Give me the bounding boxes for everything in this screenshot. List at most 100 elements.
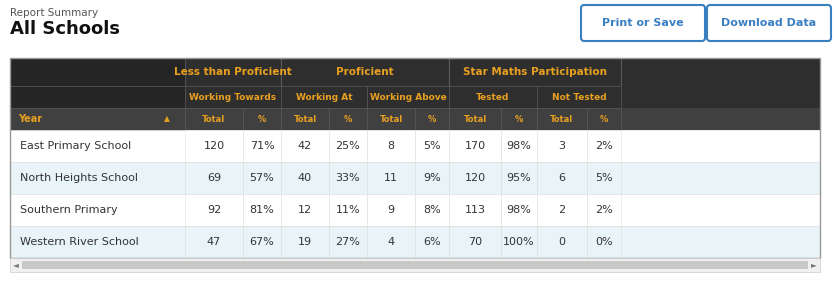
Text: Total: Total: [202, 114, 226, 124]
Bar: [10, 162, 820, 194]
Bar: [587, 130, 621, 162]
Text: 2%: 2%: [595, 205, 613, 215]
Text: Total: Total: [550, 114, 573, 124]
Text: Proficient: Proficient: [336, 67, 394, 77]
Text: %: %: [344, 114, 352, 124]
Text: %: %: [599, 114, 608, 124]
Bar: [281, 58, 449, 86]
Text: Western River School: Western River School: [20, 237, 139, 247]
Bar: [185, 162, 243, 194]
Bar: [537, 86, 621, 108]
Text: 11%: 11%: [336, 205, 360, 215]
Text: 8%: 8%: [423, 205, 441, 215]
Bar: [243, 226, 281, 258]
Text: 6%: 6%: [423, 237, 441, 247]
Bar: [415, 130, 449, 162]
Text: 120: 120: [465, 173, 486, 183]
Bar: [10, 58, 820, 86]
Text: 6: 6: [558, 173, 565, 183]
Bar: [367, 130, 415, 162]
Text: 9: 9: [387, 205, 395, 215]
Bar: [185, 58, 281, 86]
Bar: [367, 194, 415, 226]
Text: Year: Year: [18, 114, 42, 124]
Bar: [243, 130, 281, 162]
Text: 40: 40: [298, 173, 312, 183]
Text: ▲: ▲: [164, 114, 170, 124]
Text: 19: 19: [298, 237, 312, 247]
Bar: [185, 194, 243, 226]
Text: Working At: Working At: [296, 92, 352, 102]
Text: 47: 47: [206, 237, 222, 247]
Text: Report Summary: Report Summary: [10, 8, 98, 18]
Text: 9%: 9%: [423, 173, 441, 183]
Bar: [449, 130, 501, 162]
Text: 11: 11: [384, 173, 398, 183]
Text: 2%: 2%: [595, 141, 613, 151]
Bar: [185, 130, 243, 162]
Bar: [22, 261, 808, 269]
Text: 5%: 5%: [595, 173, 613, 183]
Text: 170: 170: [465, 141, 486, 151]
Bar: [537, 108, 587, 130]
Bar: [449, 108, 501, 130]
Bar: [10, 108, 820, 130]
Text: 120: 120: [203, 141, 225, 151]
Bar: [185, 86, 281, 108]
Text: 57%: 57%: [250, 173, 274, 183]
Text: 8: 8: [387, 141, 395, 151]
Bar: [537, 226, 587, 258]
Bar: [449, 86, 537, 108]
Text: %: %: [428, 114, 436, 124]
Bar: [329, 162, 367, 194]
Bar: [415, 194, 449, 226]
Bar: [367, 162, 415, 194]
Text: %: %: [515, 114, 523, 124]
Text: 0%: 0%: [595, 237, 613, 247]
Bar: [587, 108, 621, 130]
Bar: [367, 108, 415, 130]
Text: Tested: Tested: [477, 92, 510, 102]
Text: Total: Total: [463, 114, 487, 124]
Text: 98%: 98%: [507, 141, 532, 151]
Bar: [10, 130, 820, 162]
Bar: [185, 226, 243, 258]
Bar: [10, 58, 185, 86]
Bar: [587, 226, 621, 258]
Bar: [10, 258, 820, 272]
Bar: [329, 226, 367, 258]
Bar: [501, 108, 537, 130]
Bar: [10, 86, 185, 108]
Text: Working Above: Working Above: [370, 92, 446, 102]
Bar: [537, 194, 587, 226]
Text: 100%: 100%: [503, 237, 535, 247]
Bar: [501, 226, 537, 258]
Bar: [367, 86, 449, 108]
Text: 3: 3: [558, 141, 565, 151]
Text: Southern Primary: Southern Primary: [20, 205, 118, 215]
Text: 70: 70: [468, 237, 482, 247]
Text: ◄: ◄: [13, 261, 19, 269]
Bar: [537, 130, 587, 162]
Text: 69: 69: [207, 173, 221, 183]
Bar: [243, 194, 281, 226]
Text: North Heights School: North Heights School: [20, 173, 138, 183]
Text: 0: 0: [558, 237, 565, 247]
Text: Total: Total: [293, 114, 317, 124]
Bar: [10, 86, 820, 108]
Text: 92: 92: [206, 205, 222, 215]
Bar: [587, 162, 621, 194]
Text: East Primary School: East Primary School: [20, 141, 131, 151]
Bar: [449, 162, 501, 194]
Text: 113: 113: [465, 205, 486, 215]
Text: Download Data: Download Data: [721, 18, 817, 28]
Bar: [10, 226, 820, 258]
Text: 95%: 95%: [507, 173, 532, 183]
Bar: [329, 108, 367, 130]
Bar: [415, 162, 449, 194]
Text: Working Towards: Working Towards: [190, 92, 277, 102]
Bar: [449, 226, 501, 258]
Text: Print or Save: Print or Save: [602, 18, 684, 28]
Text: Total: Total: [380, 114, 403, 124]
Bar: [501, 162, 537, 194]
